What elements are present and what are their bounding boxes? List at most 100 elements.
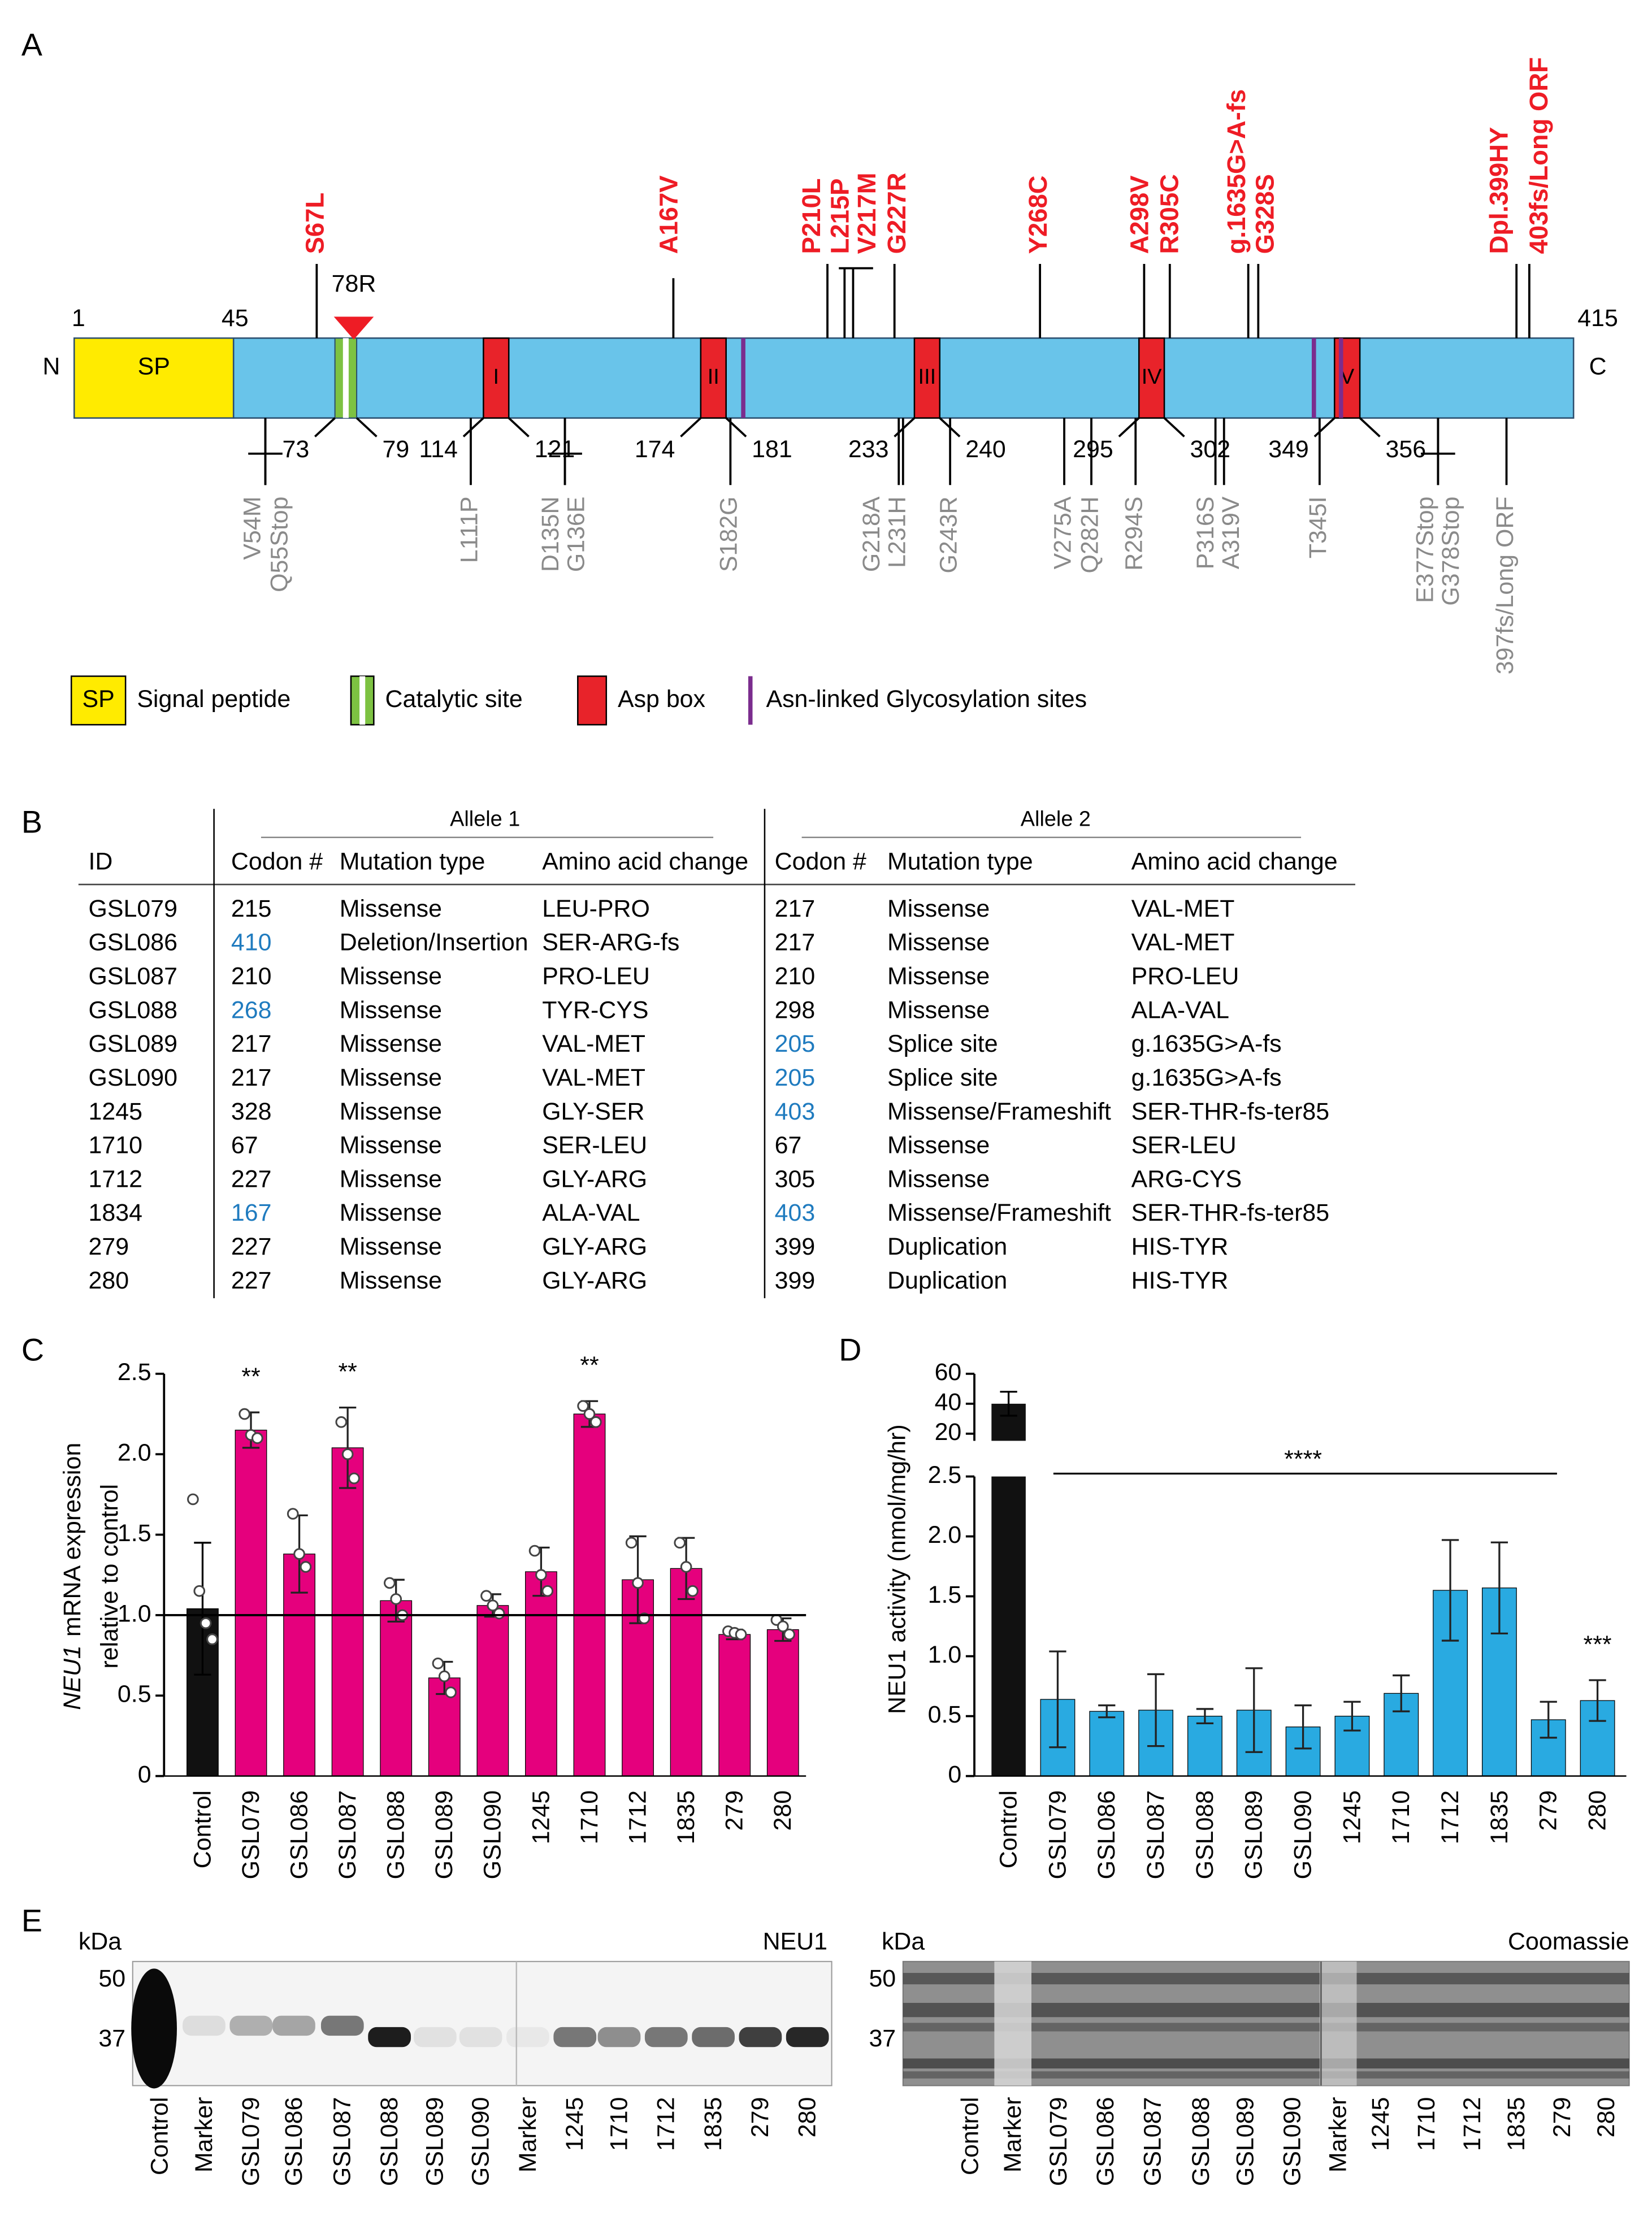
blot-band [597,2027,641,2048]
y-axis-label: relative to control [96,1484,123,1669]
table-cell: 227 [231,1233,272,1260]
data-point [193,1585,206,1597]
data-point [293,1548,305,1560]
table-cell: GSL087 [88,962,177,990]
kda-label: kDa [79,1928,122,1955]
c-term: C [1589,353,1607,380]
blot-band [786,2027,829,2048]
boundary-line [508,417,530,437]
lane-label: GSL087 [329,2097,356,2186]
x-tick-label: GSL088 [1191,1790,1219,1879]
blot-band [320,2015,364,2036]
lane-label: 1245 [1367,2097,1394,2151]
table-cell: HIS-TYR [1131,1233,1229,1260]
column-header: Codon # [231,848,323,875]
table-cell: 215 [231,895,272,922]
y-tick-label: 2.0 [928,1521,962,1548]
gel-band [903,2058,1629,2069]
data-point [341,1448,354,1460]
marker-size: 50 [869,1965,896,1992]
group-significance: **** [1284,1446,1322,1473]
table-cell: Missense [340,1199,442,1226]
data-point [487,1599,499,1612]
table-cell: Missense [340,1267,442,1294]
data-point [200,1617,212,1629]
lane-label: Control [956,2097,983,2175]
significance: ** [580,1352,599,1379]
lane-label: GSL090 [1279,2097,1306,2186]
table-cell: g.1635G>A-fs [1131,1064,1282,1091]
blot-band [506,2027,549,2048]
x-tick-label: GSL089 [1241,1790,1268,1879]
y-tick-label: 2.5 [118,1359,151,1386]
bottom-mutation: 397fs/Long ORF [1491,496,1519,674]
legend-asp [577,675,608,726]
x-tick-label: GSL090 [479,1790,506,1879]
table-cell: 227 [231,1267,272,1294]
table-cell: 399 [775,1233,816,1260]
table-cell: Splice site [887,1030,998,1057]
panel-label: A [21,27,42,62]
y-tick-label: 60 [935,1359,962,1386]
table-cell: Missense [340,962,442,990]
y-tick-label: 20 [935,1419,962,1446]
gel-band [903,2023,1629,2032]
asp-box [483,337,510,419]
significance: ** [241,1363,261,1390]
data-point [528,1545,541,1557]
lane-label: 1712 [653,2097,680,2151]
y-tick-label: 0 [138,1761,151,1788]
top-mutation: R305C [1155,174,1183,254]
boundary-line [314,417,336,437]
data-point [438,1670,450,1682]
top-mutation: g.1635G>A-fs [1222,89,1251,254]
bar [380,1600,413,1777]
table-cell: Missense [340,1030,442,1057]
boundary-label: 114 [419,436,458,463]
data-point [735,1628,747,1641]
marker-lane [1319,1961,1357,2086]
bar [476,1605,509,1777]
bar [331,1447,364,1777]
lane-label: 1835 [700,2097,727,2151]
data-point [687,1585,699,1597]
bar [235,1429,267,1777]
x-tick-label: GSL088 [383,1790,410,1879]
boundary-label: 295 [1073,436,1113,463]
asp-box-label: II [708,365,719,389]
boundary-label: 121 [535,436,575,463]
blot-band [739,2027,782,2048]
column-header: Amino acid change [542,848,748,875]
x-tick-label: 280 [769,1790,796,1831]
significance: *** [1584,1631,1612,1658]
x-tick-label: GSL087 [334,1790,361,1879]
table-cell: VAL-MET [1131,895,1235,922]
lane-label: Marker [999,2097,1026,2173]
lane-label: Marker [190,2097,218,2173]
data-point [625,1537,638,1549]
lane-label: 279 [747,2097,774,2138]
table-cell: Missense [887,996,990,1023]
table-cell: Missense [340,1098,442,1125]
blot-band [459,2027,502,2048]
boundary-line [1163,417,1185,437]
table-cell: Missense [340,1233,442,1260]
blot-band [644,2027,688,2048]
lane-label: GSL086 [280,2097,307,2186]
data-point [535,1569,547,1581]
top-mutation: A167V [654,175,683,254]
table-cell: LEU-PRO [542,895,650,922]
asp-box [913,337,941,419]
table-cell: 217 [231,1030,272,1057]
table-cell: Missense [340,1064,442,1091]
x-tick-label: 279 [721,1790,748,1831]
x-tick-label: 1245 [1338,1790,1365,1844]
table-cell: ARG-CYS [1131,1165,1242,1192]
table-cell: ALA-VAL [1131,996,1229,1023]
x-tick-label: GSL089 [431,1790,458,1879]
table-cell: 205 [775,1064,816,1091]
bottom-mutation: G378Stop [1437,496,1464,605]
data-point [432,1658,444,1669]
asp-box [1138,337,1165,419]
boundary-label: 174 [635,436,675,463]
